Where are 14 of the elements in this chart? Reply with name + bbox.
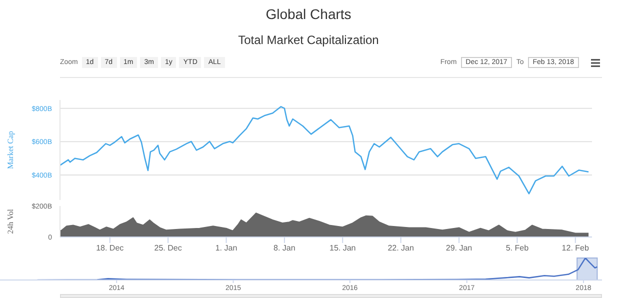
line-series <box>60 106 590 194</box>
x-tick-label: 8. Jan <box>274 244 296 253</box>
x-tick-label: 25. Dec <box>154 244 182 253</box>
y-axis-title: Market Cap <box>6 131 15 169</box>
x-tick-label: 5. Feb <box>506 244 530 253</box>
x-tick-label: 29. Jan <box>446 244 472 253</box>
x-tick-label: 22. Jan <box>388 244 414 253</box>
x-tick-label: 18. Dec <box>96 244 124 253</box>
chart-title: Global Charts <box>264 6 352 22</box>
y-axis-title: 24h Vol <box>6 208 15 234</box>
x-tick-label: 1. Jan <box>215 244 238 253</box>
chart-subtitle: Total Market Capitalization <box>237 33 380 47</box>
x-tick-label: 12. Feb <box>562 244 590 253</box>
x-tick-label: 15. Jan <box>330 244 356 253</box>
